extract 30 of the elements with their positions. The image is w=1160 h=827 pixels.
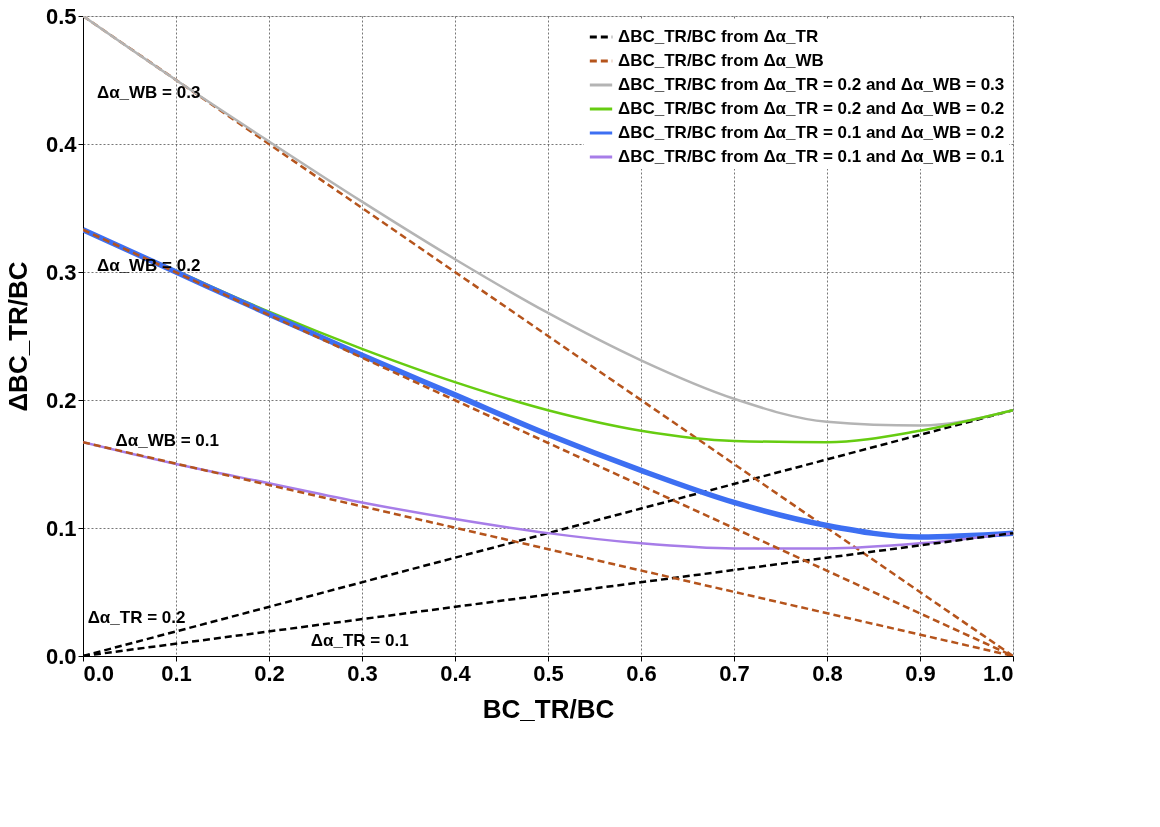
- x-axis-title: BC_TR/BC: [482, 693, 615, 724]
- x-tick-label: 0.6: [626, 660, 657, 686]
- annotation: Δα_WB = 0.1: [115, 430, 219, 450]
- y-tick-label: 0.5: [45, 3, 77, 29]
- y-tick-label: 0.4: [45, 131, 78, 157]
- x-tick-label: 0.8: [812, 660, 843, 686]
- x-tick-label: 1.0: [982, 660, 1014, 686]
- y-axis-title: ΔBC_TR/BC: [2, 261, 33, 412]
- x-tick-label: 0.7: [719, 660, 750, 686]
- x-tick-label: 0.0: [83, 660, 115, 686]
- y-tick-label: 0.0: [45, 643, 77, 669]
- x-tick-label: 0.2: [254, 660, 285, 686]
- y-tick-label: 0.3: [45, 259, 77, 285]
- legend-label: ΔBC_TR/BC from Δα_WB: [618, 51, 824, 70]
- x-tick-label: 0.3: [347, 660, 378, 686]
- annotation: Δα_WB = 0.3: [96, 82, 201, 102]
- y-tick-label: 0.1: [45, 515, 77, 541]
- y-tick-label: 0.2: [45, 387, 77, 413]
- x-tick-label: 0.9: [905, 660, 936, 686]
- x-tick-label: 0.1: [161, 660, 192, 686]
- x-tick-label: 0.4: [440, 660, 472, 686]
- legend-label: ΔBC_TR/BC from Δα_TR = 0.2 and Δα_WB = 0.3: [618, 75, 1005, 94]
- x-tick-label: 0.5: [533, 660, 564, 686]
- annotation: Δα_TR = 0.1: [310, 630, 409, 650]
- legend-label: ΔBC_TR/BC from Δα_TR = 0.1 and Δα_WB = 0.1: [618, 147, 1005, 166]
- annotation: Δα_WB = 0.2: [96, 255, 201, 275]
- legend-label: ΔBC_TR/BC from Δα_TR: [618, 27, 819, 46]
- legend-label: ΔBC_TR/BC from Δα_TR = 0.2 and Δα_WB = 0.2: [618, 99, 1005, 118]
- legend-label: ΔBC_TR/BC from Δα_TR = 0.1 and Δα_WB = 0.2: [618, 123, 1005, 142]
- annotation: Δα_TR = 0.2: [87, 607, 186, 627]
